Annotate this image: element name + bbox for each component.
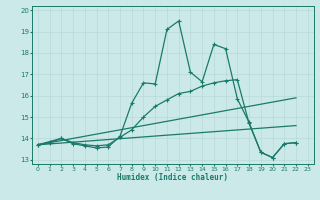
X-axis label: Humidex (Indice chaleur): Humidex (Indice chaleur) [117,173,228,182]
